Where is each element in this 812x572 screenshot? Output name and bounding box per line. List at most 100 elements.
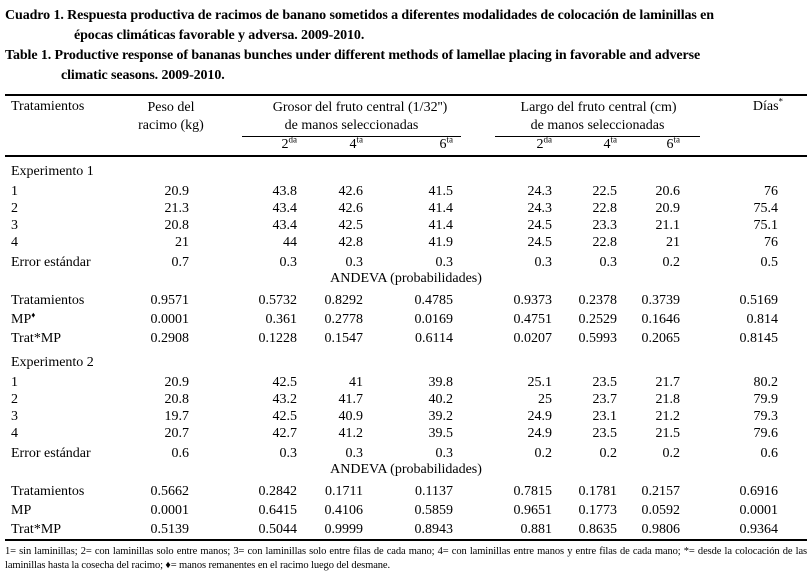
value-cell: 42.5	[338, 218, 364, 233]
table-row: 2 20.8 43.2 41.7 40.2 25 23.7 21.8 79.9	[5, 391, 807, 408]
table-body: Experimento 1 1 20.9 43.8 42.6 41.5 24.3 22.5 20…	[5, 156, 807, 540]
value-cell: 79.6	[753, 426, 779, 441]
value-cell: 0.2157	[641, 484, 681, 499]
days-footnote-marker: *	[778, 96, 784, 107]
ordinal-suffix: ta	[673, 134, 681, 145]
table-footnote: 1= sin laminillas; 2= con laminillas sol…	[5, 546, 807, 571]
thickness-header-line2: de manos seleccionadas	[242, 117, 462, 137]
value-cell: 0.814	[746, 312, 779, 327]
ordinal-suffix: ta	[446, 134, 454, 145]
value-cell: 0.1547	[324, 331, 364, 346]
row-label: Tratamientos	[11, 484, 85, 499]
table-row: Experimento 2	[5, 348, 807, 374]
value-cell: 0.0001	[739, 503, 779, 518]
title-spanish-line1: Cuadro 1. Respuesta productiva de racimo…	[5, 8, 714, 23]
andeva-label: ANDEVA (probabilidades)	[330, 271, 482, 286]
value-cell: 0.4785	[414, 293, 454, 308]
table-row: Error estándar 0.6 0.3 0.3 0.3 0.2 0.2 0.2 0.6	[5, 442, 807, 462]
results-table: Tratamientos Peso del racimo (kg) Grosor…	[5, 94, 808, 541]
value-cell: 0.7	[171, 255, 190, 270]
value-cell: 0.9651	[513, 503, 553, 518]
value-cell: 0.361	[265, 312, 298, 327]
value-cell: 41	[349, 375, 363, 390]
value-cell: 0.5	[760, 255, 779, 270]
length-header-line2: de manos seleccionadas	[495, 117, 701, 137]
value-cell: 0.0001	[150, 312, 190, 327]
subcol-header-hand: 2da	[486, 135, 572, 157]
group-header-fruit-length: Largo del fruto central (cm) de manos se…	[486, 95, 711, 137]
table-row: Experimento 1	[5, 156, 807, 183]
thickness-header-line1: Grosor del fruto central (1/32'')	[272, 100, 448, 115]
value-cell: 41.4	[428, 218, 454, 233]
value-cell: 0.1228	[258, 331, 298, 346]
value-cell: 0.4751	[513, 312, 553, 327]
title-english-line2: climatic seasons. 2009-2010.	[61, 68, 225, 83]
row-label: 1	[11, 375, 18, 390]
value-cell: 0.5139	[150, 522, 190, 537]
row-label: 1	[11, 184, 18, 199]
value-cell: 24.5	[527, 235, 553, 250]
table-row: ANDEVA (probabilidades)	[5, 462, 807, 478]
table-row: 1 20.9 42.5 41 39.8 25.1 23.5 21.7 80.2	[5, 374, 807, 391]
value-cell: 25.1	[527, 375, 553, 390]
value-cell: 24.5	[527, 218, 553, 233]
value-cell: 22.8	[592, 235, 618, 250]
value-cell: 41.7	[338, 392, 364, 407]
value-cell: 0.2378	[578, 293, 618, 308]
group-header-fruit-thickness: Grosor del fruto central (1/32'') de man…	[234, 95, 486, 137]
value-cell: 21.3	[164, 201, 190, 216]
table-row: Tratamientos 0.5662 0.2842 0.1711 0.1137 0.78…	[5, 478, 807, 501]
value-cell: 23.1	[592, 409, 618, 424]
length-header-line1: Largo del fruto central (cm)	[520, 100, 677, 115]
value-cell: 39.2	[428, 409, 454, 424]
value-cell: 21.8	[655, 392, 681, 407]
row-label: Tratamientos	[11, 293, 85, 308]
value-cell: 24.3	[527, 201, 553, 216]
value-cell: 0.5732	[258, 293, 298, 308]
subcol-header-hand: 2da	[234, 135, 316, 157]
value-cell: 41.5	[428, 184, 454, 199]
col-header-treatments: Tratamientos	[5, 95, 108, 157]
value-cell: 75.1	[753, 218, 779, 233]
value-cell: 0.3	[279, 446, 298, 461]
value-cell: 21	[666, 235, 681, 250]
value-cell: 0.2778	[324, 312, 364, 327]
value-cell: 42.7	[272, 426, 298, 441]
value-cell: 20.7	[164, 426, 190, 441]
andeva-label: ANDEVA (probabilidades)	[330, 462, 482, 477]
value-cell: 0.3	[435, 255, 454, 270]
value-cell: 0.5044	[258, 522, 298, 537]
row-label: 4	[11, 235, 18, 250]
value-cell: 24.9	[527, 426, 553, 441]
value-cell: 41.4	[428, 201, 454, 216]
value-cell: 44	[283, 235, 297, 250]
value-cell: 0.881	[520, 522, 553, 537]
table-row: Trat*MP 0.2908 0.1228 0.1547 0.6114 0.0207 0.5…	[5, 329, 807, 348]
subcol-header-hand: 4ta	[571, 135, 637, 157]
value-cell: 40.9	[338, 409, 364, 424]
row-label: Trat*MP	[11, 522, 62, 537]
value-cell: 42.5	[272, 375, 298, 390]
value-cell: 0.2	[662, 446, 681, 461]
row-label: Trat*MP	[11, 331, 62, 346]
value-cell: 0.6415	[258, 503, 298, 518]
value-cell: 23.5	[592, 375, 618, 390]
col-header-weight-line1: Peso del	[147, 100, 195, 115]
table-row: ANDEVA (probabilidades)	[5, 271, 807, 287]
value-cell: 0.3	[345, 446, 364, 461]
value-cell: 0.3	[345, 255, 364, 270]
value-cell: 0.2842	[258, 484, 298, 499]
ordinal-suffix: ta	[356, 134, 364, 145]
value-cell: 0.9373	[513, 293, 553, 308]
value-cell: 0.5993	[578, 331, 618, 346]
value-cell: 0.8292	[324, 293, 364, 308]
row-label: 3	[11, 409, 18, 424]
value-cell: 79.3	[753, 409, 779, 424]
value-cell: 21.5	[655, 426, 681, 441]
value-cell: 0.4106	[324, 503, 364, 518]
value-cell: 76	[764, 235, 779, 250]
table-row: 1 20.9 43.8 42.6 41.5 24.3 22.5 20.6 76	[5, 183, 807, 200]
value-cell: 22.8	[592, 201, 618, 216]
row-label: 3	[11, 218, 18, 233]
